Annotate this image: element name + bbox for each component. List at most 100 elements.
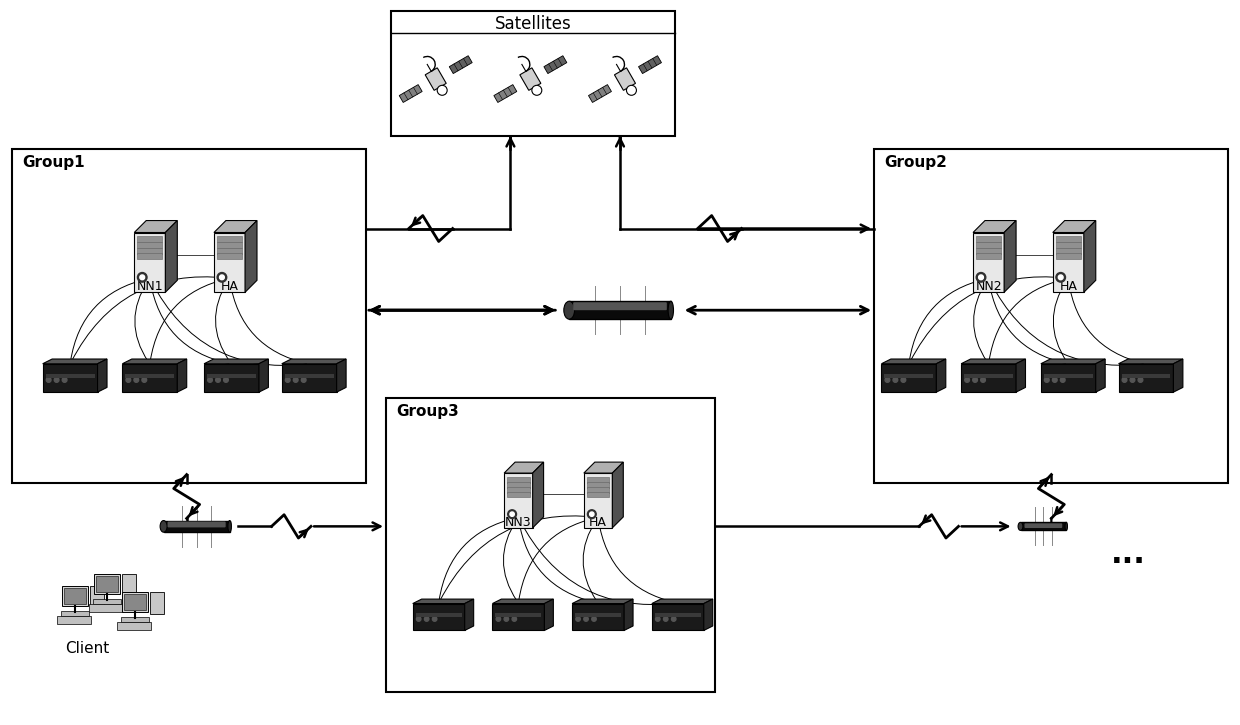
Bar <box>1055 253 1081 260</box>
Polygon shape <box>42 359 107 364</box>
Bar <box>285 374 334 378</box>
Polygon shape <box>1016 359 1025 392</box>
Polygon shape <box>246 220 257 292</box>
Bar <box>587 482 609 487</box>
Ellipse shape <box>668 301 673 319</box>
Polygon shape <box>1053 233 1084 292</box>
Circle shape <box>496 617 501 621</box>
Circle shape <box>507 510 517 518</box>
Circle shape <box>1053 378 1058 382</box>
Ellipse shape <box>160 521 167 532</box>
Circle shape <box>217 273 227 282</box>
Text: Group2: Group2 <box>884 155 947 170</box>
Polygon shape <box>215 220 257 233</box>
Bar <box>655 613 701 617</box>
FancyBboxPatch shape <box>167 521 226 527</box>
Circle shape <box>294 378 298 382</box>
Polygon shape <box>961 364 1016 392</box>
Circle shape <box>972 378 977 382</box>
Text: NN1: NN1 <box>136 280 164 293</box>
Circle shape <box>62 378 67 382</box>
Circle shape <box>885 378 890 382</box>
Polygon shape <box>165 220 177 292</box>
Polygon shape <box>281 364 336 392</box>
FancyBboxPatch shape <box>122 592 148 612</box>
Bar <box>138 242 162 248</box>
Circle shape <box>901 378 905 382</box>
Polygon shape <box>492 604 544 631</box>
Polygon shape <box>584 462 624 473</box>
Polygon shape <box>336 359 346 392</box>
Text: HA: HA <box>1059 280 1078 293</box>
Text: NN2: NN2 <box>976 280 1002 293</box>
Polygon shape <box>492 599 553 604</box>
Polygon shape <box>639 56 661 73</box>
Ellipse shape <box>228 521 232 532</box>
Bar <box>874 149 1228 483</box>
Circle shape <box>893 378 898 382</box>
Polygon shape <box>572 604 624 631</box>
Circle shape <box>588 510 596 518</box>
Polygon shape <box>615 68 636 91</box>
Circle shape <box>219 275 224 280</box>
Polygon shape <box>1040 364 1096 392</box>
Circle shape <box>1056 273 1065 282</box>
Bar <box>93 599 122 604</box>
Bar <box>587 492 609 497</box>
Bar <box>587 487 609 492</box>
Bar <box>124 594 146 610</box>
Circle shape <box>591 617 596 621</box>
Circle shape <box>438 86 448 95</box>
Polygon shape <box>259 359 268 392</box>
Bar <box>207 374 255 378</box>
Bar <box>46 374 94 378</box>
Bar <box>61 611 89 616</box>
Circle shape <box>978 275 983 280</box>
Polygon shape <box>652 599 713 604</box>
Circle shape <box>981 378 986 382</box>
Bar <box>1055 242 1081 248</box>
Circle shape <box>505 617 508 621</box>
Circle shape <box>976 273 986 282</box>
Bar <box>117 622 151 630</box>
Bar <box>217 242 242 248</box>
Polygon shape <box>882 359 946 364</box>
Circle shape <box>1138 378 1143 382</box>
Circle shape <box>512 617 517 621</box>
Polygon shape <box>520 68 541 91</box>
Text: HA: HA <box>221 280 238 293</box>
Bar <box>1055 236 1081 242</box>
Bar <box>507 482 529 487</box>
Circle shape <box>1058 275 1063 280</box>
Circle shape <box>301 378 306 382</box>
Polygon shape <box>413 599 474 604</box>
Bar <box>57 616 91 624</box>
Bar <box>415 613 461 617</box>
Ellipse shape <box>1065 522 1068 531</box>
Polygon shape <box>613 462 624 528</box>
Polygon shape <box>449 56 472 73</box>
Polygon shape <box>98 359 107 392</box>
Text: Client: Client <box>64 642 109 656</box>
Bar <box>138 248 162 254</box>
Polygon shape <box>281 359 346 364</box>
Circle shape <box>1130 378 1135 382</box>
Circle shape <box>584 617 588 621</box>
Bar <box>125 374 175 378</box>
Polygon shape <box>533 462 543 528</box>
Bar <box>89 604 123 612</box>
FancyBboxPatch shape <box>94 574 120 594</box>
FancyBboxPatch shape <box>569 301 671 319</box>
FancyBboxPatch shape <box>164 521 229 532</box>
Circle shape <box>134 378 139 382</box>
Bar <box>1055 248 1081 254</box>
Circle shape <box>1122 378 1127 382</box>
Polygon shape <box>399 85 422 102</box>
Bar <box>976 236 1001 242</box>
Polygon shape <box>505 473 533 528</box>
Circle shape <box>138 273 148 282</box>
Circle shape <box>532 86 542 95</box>
Polygon shape <box>1118 364 1173 392</box>
Polygon shape <box>544 599 553 631</box>
Polygon shape <box>704 599 713 631</box>
